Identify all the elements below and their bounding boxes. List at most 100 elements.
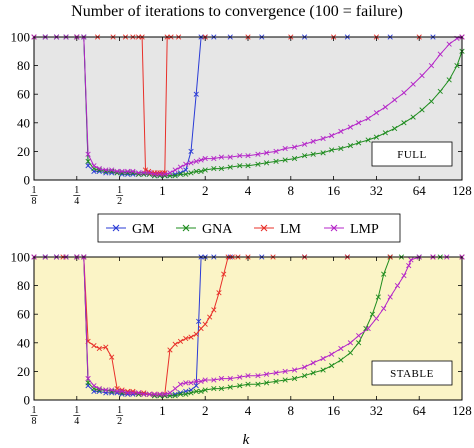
plot-frame [33, 256, 463, 401]
x-tick-label-numerator: 1 [117, 405, 122, 416]
data-point [167, 170, 173, 176]
legend-box [97, 213, 401, 243]
x-tick-label: 4 [245, 403, 252, 418]
data-point [369, 311, 376, 317]
data-point [329, 147, 335, 153]
data-point [172, 167, 178, 173]
data-point [363, 325, 369, 332]
data-point [347, 143, 354, 149]
y-tick-label: 80 [17, 58, 30, 73]
data-point [183, 161, 189, 167]
data-point [167, 347, 173, 353]
data-point [356, 333, 362, 339]
data-point [373, 134, 380, 140]
data-point [356, 340, 362, 346]
data-point [401, 272, 407, 279]
data-point [125, 390, 131, 396]
x-tick-label: 8 [288, 403, 295, 418]
data-point [301, 141, 308, 147]
data-point [227, 164, 233, 170]
legend: GM GNA LM LMP [97, 213, 401, 243]
data-point [301, 373, 308, 379]
series-line [34, 36, 463, 177]
data-point [273, 370, 279, 376]
x-tick-label-denominator: 8 [32, 196, 37, 207]
data-point [365, 325, 371, 332]
data-point [291, 144, 298, 150]
data-point [196, 318, 202, 324]
data-point [193, 91, 199, 97]
data-point [188, 148, 194, 155]
series-lmp [31, 254, 465, 397]
data-point [172, 385, 178, 392]
x-tick-label-denominator: 2 [117, 196, 122, 207]
data-point [183, 171, 189, 177]
data-point [85, 151, 91, 157]
data-point [162, 391, 168, 397]
data-point [282, 145, 288, 152]
data-point [202, 377, 208, 383]
data-point [202, 321, 208, 327]
data-point [381, 305, 387, 312]
data-point [227, 384, 233, 390]
data-point [193, 388, 199, 395]
data-point [85, 375, 91, 382]
data-point [218, 385, 225, 392]
data-point [202, 387, 208, 393]
y-tick-label: 40 [17, 335, 30, 350]
data-point [373, 315, 380, 322]
legend-label: LMP [350, 222, 379, 237]
data-point [198, 157, 204, 163]
data-point [310, 360, 316, 366]
data-point [237, 163, 243, 169]
data-point [151, 171, 158, 177]
data-point [291, 375, 298, 382]
data-point [237, 374, 243, 380]
data-point [103, 387, 109, 393]
data-point [263, 380, 270, 386]
y-tick-label: 80 [17, 278, 30, 293]
data-point [130, 390, 136, 396]
x-tick-label: 16 [327, 403, 341, 418]
x-tick-label: 8 [288, 183, 295, 198]
y-tick-label: 60 [17, 87, 30, 102]
legend-swatch-marker [182, 224, 190, 232]
legend-item-gm: GM [106, 222, 155, 237]
data-point [375, 294, 381, 300]
panel-label-box [371, 141, 453, 167]
legend-label: LM [280, 222, 302, 237]
data-point [91, 163, 97, 169]
data-point [255, 373, 261, 379]
data-point [211, 307, 217, 313]
data-point [109, 354, 115, 360]
data-point [273, 378, 279, 385]
data-point [401, 120, 407, 126]
data-point [218, 165, 225, 172]
x-tick-label-numerator: 1 [74, 185, 79, 196]
data-point [167, 390, 173, 396]
data-point [320, 355, 326, 362]
data-point [282, 368, 288, 375]
data-point [356, 140, 362, 146]
data-point [183, 380, 189, 386]
x-tick-label: 16 [327, 183, 341, 198]
data-point [221, 271, 227, 277]
data-point [193, 378, 199, 385]
data-point [103, 167, 109, 173]
data-point [162, 171, 168, 177]
x-tick-label-numerator: 1 [117, 185, 122, 196]
data-point [255, 381, 261, 387]
data-point [401, 90, 407, 96]
data-point [183, 391, 189, 397]
series-lmp [31, 34, 465, 177]
data-point [245, 373, 251, 379]
y-tick-label: 20 [17, 144, 30, 159]
panel-label: STABLE [390, 368, 434, 380]
data-point [202, 167, 208, 173]
data-point [301, 153, 308, 159]
data-point [338, 345, 344, 352]
data-point [245, 153, 251, 159]
y-tick-label: 60 [17, 307, 30, 322]
